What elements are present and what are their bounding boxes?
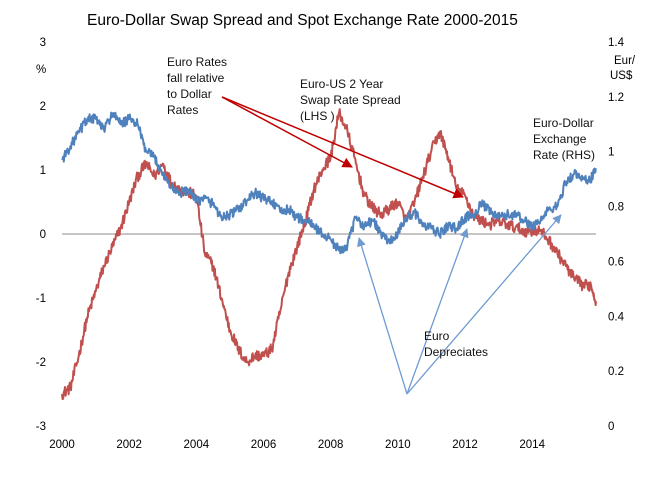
left-tick-label: 3 (40, 37, 46, 49)
red-arrow-2 (221, 96, 464, 199)
right-axis-ticks: 1.4 1.2 1 0.8 0.6 0.4 0.2 0 (608, 37, 625, 433)
series-label-swap-spread-line-1: Euro-US 2 Year (300, 77, 383, 91)
series-lines (61, 108, 597, 401)
x-tick-label: 2004 (184, 439, 210, 451)
blue-arrows (357, 214, 562, 395)
right-tick-label: 0.6 (608, 256, 624, 268)
annotation-euro-rates-line-3: to Dollar (167, 87, 212, 101)
left-tick-label: -3 (36, 421, 46, 433)
left-tick-label: 0 (40, 229, 46, 241)
right-tick-label: 1.2 (608, 92, 624, 104)
left-tick-label: -1 (36, 293, 46, 305)
blue-arrow-1 (357, 237, 408, 395)
annotation-euro-rates-line-4: Rates (167, 103, 198, 117)
exchange-rate-line (61, 111, 597, 255)
series-label-swap-spread-line-3: (LHS ) (300, 109, 335, 123)
chart-title: Euro-Dollar Swap Spread and Spot Exchang… (87, 12, 518, 29)
annotation-euro-rates-line-2: fall relative (167, 71, 225, 85)
blue-arrow-2 (406, 228, 469, 395)
right-tick-label: 0.2 (608, 366, 624, 378)
x-tick-label: 2008 (318, 439, 344, 451)
left-tick-label: 2 (40, 101, 46, 113)
red-arrows (221, 96, 464, 199)
right-axis-unit-line-1: Eur/ (614, 55, 636, 67)
annotation-euro-rates-line-1: Euro Rates (167, 55, 227, 69)
right-tick-label: 0.8 (608, 202, 624, 214)
annotation-euro-depreciates: Euro Depreciates (424, 329, 488, 359)
right-tick-label: 1 (608, 147, 614, 159)
annotation-euro-depreciates-line-2: Depreciates (424, 345, 488, 359)
series-label-exchange-rate-line-1: Euro-Dollar (533, 116, 594, 130)
right-axis-unit-line-2: US$ (610, 70, 633, 82)
x-tick-label: 2002 (116, 439, 142, 451)
annotation-euro-rates: Euro Rates fall relative to Dollar Rates (167, 55, 227, 117)
series-label-swap-spread-line-2: Swap Rate Spread (300, 93, 401, 107)
series-label-exchange-rate: Euro-Dollar Exchange Rate (RHS) (533, 116, 595, 162)
series-label-swap-spread: Euro-US 2 Year Swap Rate Spread (LHS ) (300, 77, 401, 123)
x-tick-label: 2012 (452, 439, 478, 451)
left-axis-unit: % (36, 64, 46, 76)
left-tick-label: -2 (36, 357, 46, 369)
annotation-euro-depreciates-line-1: Euro (424, 329, 450, 343)
series-label-exchange-rate-line-3: Rate (RHS) (533, 148, 595, 162)
x-tick-label: 2014 (519, 439, 545, 451)
right-tick-label: 0 (608, 421, 614, 433)
series-label-exchange-rate-line-2: Exchange (533, 132, 587, 146)
x-tick-label: 2006 (251, 439, 277, 451)
left-axis-ticks: 3 2 1 0 -1 -2 -3 (36, 37, 46, 433)
x-axis-ticks: 2000 2002 2004 2006 2008 2010 2012 2014 (49, 439, 545, 451)
x-tick-label: 2010 (385, 439, 411, 451)
right-tick-label: 1.4 (608, 37, 625, 49)
blue-arrow-3 (406, 214, 562, 395)
left-tick-label: 1 (40, 165, 46, 177)
x-tick-label: 2000 (49, 439, 75, 451)
red-arrow-1 (221, 96, 353, 168)
right-tick-label: 0.4 (608, 311, 625, 323)
swap-spread-line (61, 108, 597, 401)
